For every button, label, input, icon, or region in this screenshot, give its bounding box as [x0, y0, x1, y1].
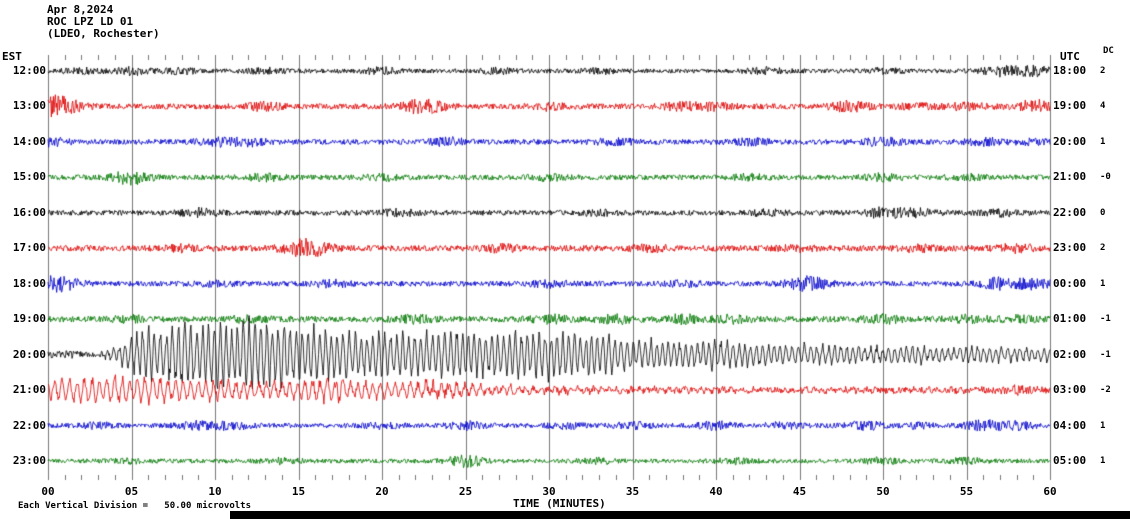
row-dc-value: 1	[1100, 420, 1106, 431]
x-tick-label: 45	[792, 485, 807, 498]
left-axis-title: EST	[2, 50, 22, 63]
row-est-label: 13:00	[12, 99, 46, 113]
header-location: (LDEO, Rochester)	[47, 27, 160, 40]
row-utc-label: 04:00	[1053, 418, 1087, 432]
row-dc-value: 1	[1100, 136, 1106, 147]
x-tick-label: 30	[542, 485, 556, 498]
row-est-label: 14:00	[12, 134, 46, 148]
row-dc-value: 4	[1100, 101, 1106, 112]
row-utc-label: 22:00	[1053, 205, 1087, 219]
row-dc-value: 2	[1100, 243, 1106, 254]
row-dc-value: -0	[1100, 172, 1111, 183]
row-utc-label: 19:00	[1053, 99, 1087, 113]
row-dc-value: -1	[1100, 349, 1111, 360]
row-utc-label: 01:00	[1053, 312, 1087, 326]
row-utc-label: 18:00	[1053, 64, 1087, 77]
x-tick-label: 25	[458, 485, 473, 498]
dc-axis-title: DC	[1103, 46, 1114, 56]
header-station: ROC LPZ LD 01	[47, 15, 134, 28]
row-dc-value: 1	[1100, 456, 1106, 466]
x-tick-label: 55	[959, 485, 974, 498]
x-axis-title: TIME (MINUTES)	[513, 497, 606, 510]
x-tick-label: 15	[291, 485, 306, 498]
row-utc-label: 20:00	[1053, 134, 1087, 148]
header-date: Apr 8,2024	[47, 3, 114, 16]
x-tick-label: 60	[1043, 485, 1057, 498]
row-est-label: 17:00	[12, 241, 46, 255]
row-utc-label: 21:00	[1053, 170, 1087, 184]
x-tick-label: 35	[625, 485, 640, 498]
row-dc-value: 1	[1100, 278, 1106, 289]
bottom-bar	[230, 511, 1130, 519]
x-tick-label: 10	[208, 485, 222, 498]
x-tick-label: 20	[375, 485, 389, 498]
row-est-label: 23:00	[12, 454, 46, 467]
x-tick-label: 00	[41, 485, 55, 498]
row-utc-label: 03:00	[1053, 383, 1087, 397]
row-est-label: 21:00	[12, 383, 46, 397]
scale-note: Each Vertical Division = 50.00 microvolt…	[18, 501, 251, 511]
row-utc-label: 23:00	[1053, 241, 1087, 255]
row-est-label: 20:00	[12, 347, 46, 361]
row-dc-value: 0	[1100, 207, 1106, 218]
row-utc-label: 05:00	[1053, 454, 1087, 467]
x-tick-label: 50	[876, 485, 890, 498]
row-utc-label: 00:00	[1053, 276, 1087, 290]
row-est-label: 18:00	[12, 276, 46, 290]
row-est-label: 16:00	[12, 205, 46, 219]
row-est-label: 22:00	[12, 418, 46, 432]
row-dc-value: -1	[1100, 314, 1111, 325]
row-est-label: 15:00	[12, 170, 46, 184]
right-axis-title: UTC	[1060, 50, 1080, 63]
row-utc-label: 02:00	[1053, 347, 1087, 361]
x-tick-label: 40	[709, 485, 723, 498]
x-tick-label: 05	[124, 485, 139, 498]
row-dc-value: -2	[1100, 385, 1111, 396]
row-est-label: 12:00	[12, 64, 46, 77]
row-dc-value: 2	[1100, 66, 1106, 76]
row-est-label: 19:00	[12, 312, 46, 326]
